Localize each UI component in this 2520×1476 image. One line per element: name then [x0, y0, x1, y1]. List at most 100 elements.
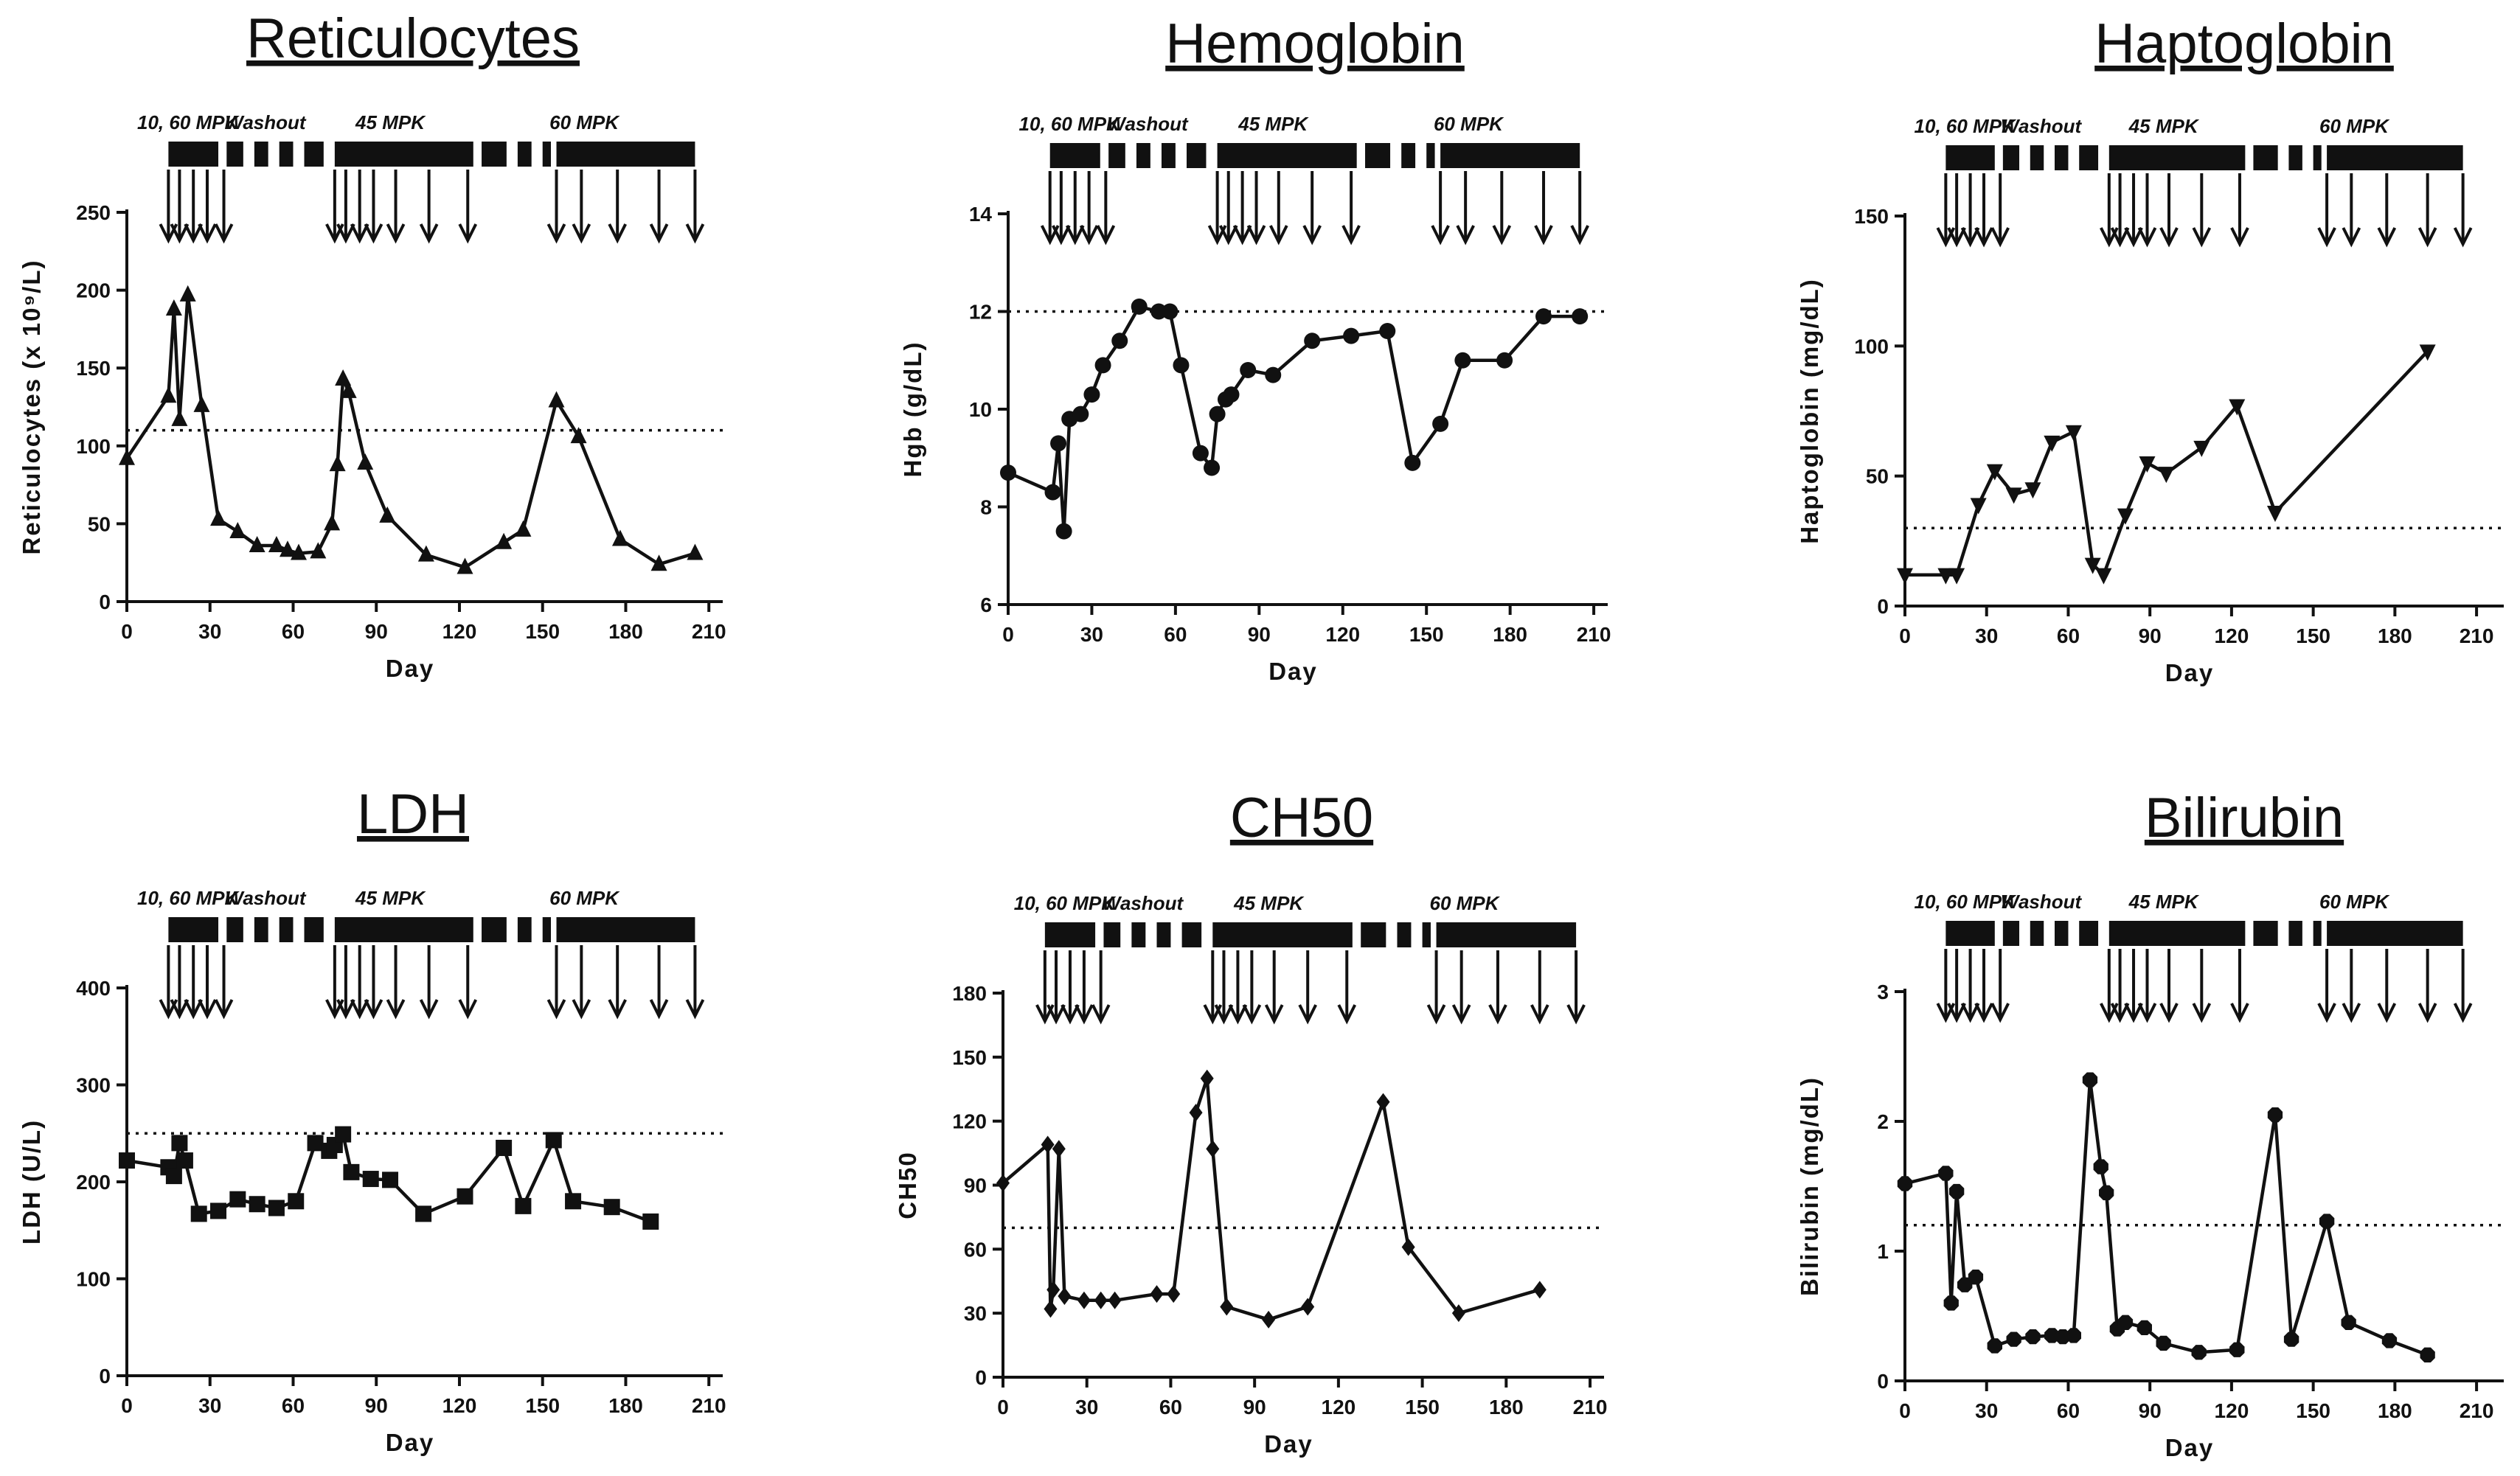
data-point: [1173, 357, 1190, 374]
dose-arrow-head: [2342, 1003, 2361, 1023]
y-tick-label: 100: [1854, 335, 1889, 358]
data-point: [1897, 568, 1913, 585]
y-tick-label: 0: [1877, 595, 1889, 618]
data-point: [415, 1205, 432, 1222]
dose-arrow-head: [2342, 227, 2361, 248]
x-tick-label: 150: [2296, 624, 2330, 647]
dose-arrow: [2137, 173, 2157, 248]
dose-arrow: [1298, 950, 1317, 1025]
dosing-phase-label: 45 MPK: [1233, 892, 1305, 914]
data-point: [1262, 1310, 1276, 1329]
y-tick-label: 200: [76, 279, 111, 302]
dose-arrow-head: [2124, 1003, 2143, 1023]
chart-title: LDH: [357, 783, 469, 846]
dose-arrow: [546, 945, 566, 1020]
dose-arrow-head: [2124, 227, 2143, 248]
dose-arrow: [2110, 949, 2130, 1023]
dose-arrow-head: [572, 999, 591, 1020]
dose-bar-dash: [2002, 921, 2020, 946]
data-point: [1131, 298, 1148, 315]
x-tick-label: 30: [1075, 1396, 1098, 1418]
dosing-phase-label: 45 MPK: [355, 111, 426, 133]
dose-arrow: [546, 170, 566, 244]
dosing-phase-label: 60 MPK: [2319, 891, 2390, 913]
dose-arrow: [198, 170, 217, 244]
dose-bar-dash: [2288, 921, 2302, 946]
data-point: [210, 509, 227, 526]
data-point: [457, 1188, 473, 1205]
data-point: [1077, 1291, 1091, 1309]
dose-bar-dash: [254, 917, 268, 942]
chart-title: Haptoglobin: [2094, 13, 2394, 75]
data-point: [1055, 523, 1072, 540]
dose-bar-dash: [517, 142, 532, 167]
dose-arrow: [2377, 949, 2397, 1023]
chart-title: Hemoglobin: [1165, 13, 1465, 75]
data-point: [165, 1168, 182, 1185]
dosing-phase-label: Washout: [1103, 892, 1184, 914]
y-axis-label: Hgb (g/dL): [899, 341, 926, 478]
dose-bar-dash: [1156, 922, 1171, 947]
y-tick-label: 300: [76, 1074, 111, 1097]
dose-arrow-head: [2377, 227, 2397, 248]
series-line: [1002, 1076, 1541, 1322]
dose-arrow: [2342, 949, 2361, 1023]
dose-arrow-head: [1570, 225, 1589, 246]
dose-arrow-head: [1426, 1004, 1446, 1025]
dosing-phase-label: 45 MPK: [1238, 113, 1309, 135]
data-point: [268, 535, 285, 552]
dose-arrow: [1075, 950, 1094, 1025]
dose-arrow: [2230, 173, 2249, 248]
dose-bar-dash: [1422, 922, 1431, 947]
data-point: [2005, 487, 2022, 504]
data-point: [1050, 435, 1067, 452]
dose-bar-dash: [1103, 922, 1121, 947]
dose-bar-dash: [1401, 143, 1416, 168]
dose-arrow-head: [1947, 227, 1966, 248]
data-point: [2420, 1347, 2435, 1362]
dose-arrow-head: [2317, 227, 2336, 248]
x-tick-label: 150: [1409, 623, 1444, 646]
data-point: [2319, 1214, 2335, 1229]
dose-arrow-head: [1974, 1003, 1993, 1023]
dose-arrow-head: [1214, 1004, 1234, 1025]
x-tick-label: 0: [1899, 624, 1911, 647]
data-point: [310, 542, 327, 559]
dose-bar-solid: [2327, 145, 2463, 170]
x-tick-label: 210: [692, 1394, 726, 1417]
dose-bar-solid: [1436, 922, 1577, 947]
dose-arrow: [1341, 171, 1361, 246]
dose-bar-solid: [1945, 921, 1995, 946]
dose-arrow: [2110, 173, 2130, 248]
dose-arrow-head: [1269, 225, 1288, 246]
dose-arrow-head: [572, 223, 591, 244]
data-point: [650, 554, 667, 571]
dose-arrow: [1947, 949, 1966, 1023]
dose-arrow: [364, 170, 383, 244]
y-tick-label: 8: [980, 496, 992, 519]
y-tick-label: 0: [975, 1366, 987, 1389]
data-point: [565, 1193, 582, 1210]
dose-arrow: [1974, 949, 1993, 1023]
data-point: [1108, 1291, 1122, 1309]
y-tick-label: 3: [1877, 981, 1889, 1003]
dose-arrow-head: [336, 223, 355, 244]
dose-arrow-head: [1264, 1004, 1284, 1025]
y-tick-label: 12: [969, 301, 992, 324]
dose-arrow: [350, 170, 369, 244]
dose-bar-solid: [1044, 922, 1096, 947]
dose-arrow: [1534, 171, 1553, 246]
y-tick-label: 100: [76, 1268, 111, 1291]
dose-arrow: [649, 170, 669, 244]
data-point: [1220, 1298, 1234, 1316]
data-point: [548, 391, 565, 408]
data-point: [1986, 464, 2003, 481]
dose-bar-solid: [1049, 143, 1100, 168]
dose-arrow: [1960, 173, 1980, 248]
dose-arrow: [2342, 173, 2361, 248]
chart-title: Bilirubin: [2145, 787, 2344, 849]
y-tick-label: 0: [99, 1365, 111, 1388]
